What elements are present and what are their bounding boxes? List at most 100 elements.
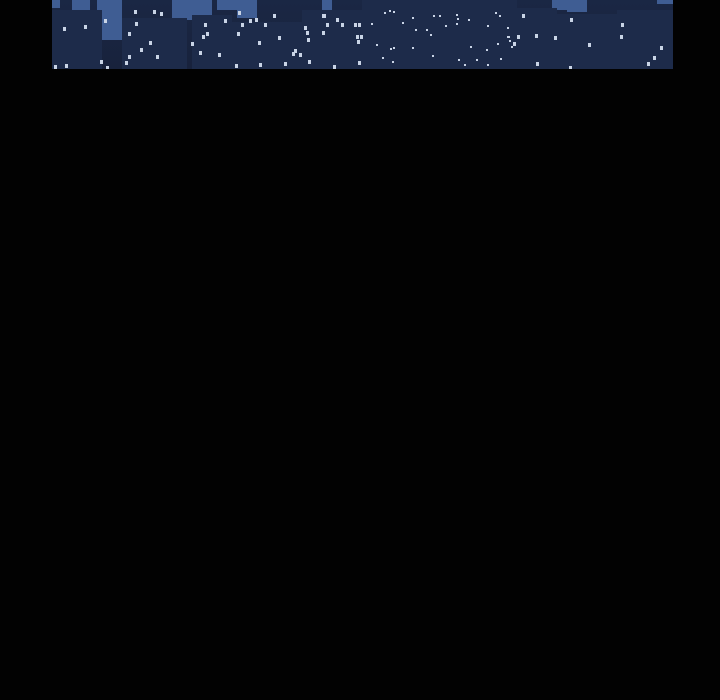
- window: [358, 23, 361, 27]
- window: [206, 32, 209, 36]
- window: [218, 53, 221, 57]
- window: [336, 18, 339, 22]
- sky-patch: [657, 0, 673, 4]
- skyline-illustration: [52, 0, 673, 69]
- window: [357, 40, 360, 44]
- window: [588, 43, 591, 47]
- sky-patch: [52, 0, 60, 8]
- window: [84, 25, 87, 29]
- window: [511, 46, 513, 48]
- window: [569, 66, 572, 69]
- window: [255, 18, 258, 22]
- window: [135, 22, 138, 26]
- window: [322, 31, 325, 35]
- building: [232, 22, 302, 69]
- window: [65, 64, 68, 68]
- window: [457, 18, 459, 20]
- window: [499, 15, 501, 17]
- window: [241, 23, 244, 27]
- window: [376, 44, 378, 46]
- window: [660, 46, 663, 50]
- sky-patch: [322, 0, 332, 14]
- window: [412, 47, 414, 49]
- window: [306, 31, 309, 35]
- building: [362, 0, 437, 69]
- window: [487, 64, 489, 66]
- window: [237, 32, 240, 36]
- window: [284, 62, 287, 66]
- window: [536, 62, 539, 66]
- window: [390, 48, 392, 50]
- window: [134, 10, 137, 14]
- window: [63, 27, 66, 31]
- window: [258, 41, 261, 45]
- window: [392, 61, 394, 63]
- window: [307, 38, 310, 42]
- window: [445, 25, 447, 27]
- building: [617, 10, 673, 69]
- window: [125, 61, 128, 65]
- window: [570, 18, 573, 22]
- window: [464, 64, 466, 66]
- building: [192, 15, 232, 69]
- window: [360, 35, 363, 39]
- window: [500, 58, 502, 60]
- window: [554, 36, 557, 40]
- window: [412, 17, 414, 19]
- window: [486, 49, 488, 51]
- window: [509, 40, 511, 42]
- window: [292, 52, 295, 56]
- sky-patch: [237, 0, 257, 18]
- window: [647, 62, 650, 66]
- window: [304, 26, 307, 30]
- window: [621, 23, 624, 27]
- window: [358, 61, 361, 65]
- window: [354, 23, 357, 27]
- window: [497, 43, 499, 45]
- window: [273, 14, 276, 18]
- window: [415, 29, 417, 31]
- window: [323, 14, 326, 18]
- buildings: [52, 0, 673, 69]
- window: [153, 10, 156, 14]
- window: [432, 55, 434, 57]
- window: [430, 34, 432, 36]
- window: [522, 14, 525, 18]
- window: [393, 47, 395, 49]
- window: [204, 23, 207, 27]
- window: [299, 53, 302, 57]
- window: [535, 34, 538, 38]
- window: [393, 11, 395, 13]
- sky-patch: [217, 0, 242, 10]
- building: [557, 14, 617, 69]
- window: [100, 60, 103, 64]
- window: [439, 15, 441, 17]
- window: [333, 65, 336, 69]
- window: [149, 41, 152, 45]
- window: [199, 51, 202, 55]
- window: [224, 19, 227, 23]
- window: [54, 65, 57, 69]
- window: [456, 23, 458, 25]
- window: [507, 36, 509, 38]
- window: [495, 12, 497, 14]
- window: [389, 10, 391, 12]
- window: [249, 19, 252, 23]
- building: [437, 0, 517, 69]
- window: [128, 32, 131, 36]
- window: [202, 35, 205, 39]
- window: [235, 64, 238, 68]
- window: [156, 55, 159, 59]
- window: [128, 55, 131, 59]
- window: [140, 48, 143, 52]
- window: [456, 14, 458, 16]
- window: [487, 25, 489, 27]
- window: [326, 23, 329, 27]
- window: [384, 12, 386, 14]
- window: [294, 49, 297, 53]
- lit-windows: [54, 10, 663, 69]
- window: [104, 19, 107, 23]
- window: [517, 35, 520, 39]
- window: [356, 35, 359, 39]
- building: [517, 8, 557, 69]
